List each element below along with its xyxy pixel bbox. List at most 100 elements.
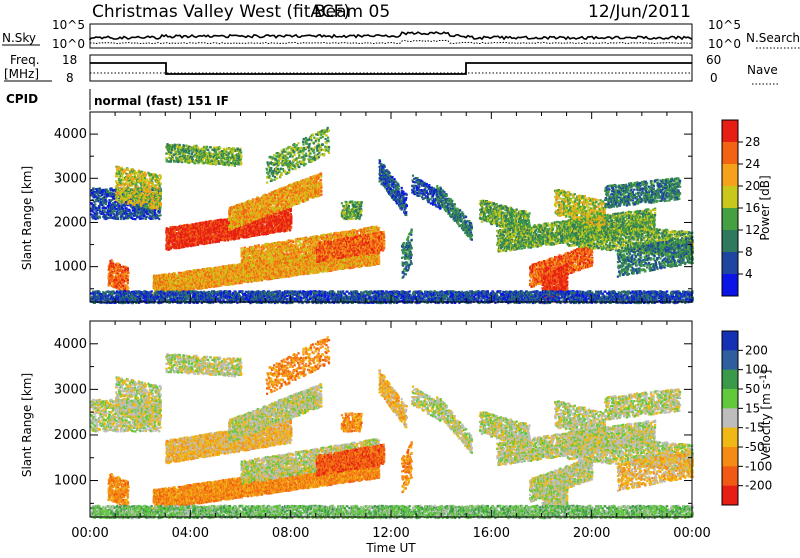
range-cell bbox=[116, 212, 118, 214]
range-cell bbox=[123, 201, 125, 203]
range-cell bbox=[159, 214, 161, 216]
range-cell bbox=[149, 185, 151, 187]
range-cell bbox=[146, 216, 148, 218]
range-cell bbox=[143, 206, 145, 208]
range-cell bbox=[242, 217, 244, 219]
range-cell bbox=[289, 229, 291, 231]
range-cell bbox=[95, 218, 97, 220]
range-cell bbox=[106, 217, 108, 219]
range-cell bbox=[98, 195, 100, 197]
range-cell bbox=[159, 211, 161, 213]
range-cell bbox=[142, 217, 144, 219]
range-cell bbox=[148, 211, 150, 213]
range-cell bbox=[146, 201, 148, 203]
range-cell bbox=[112, 263, 114, 265]
range-cell bbox=[98, 207, 100, 209]
range-cell bbox=[118, 171, 120, 173]
range-cell bbox=[157, 215, 159, 217]
station-title: Christmas Valley West (fitACF) bbox=[92, 2, 350, 22]
freq-panel bbox=[90, 55, 692, 81]
nave-label: Nave bbox=[747, 63, 778, 77]
range-cell bbox=[131, 213, 133, 215]
range-cell bbox=[116, 199, 118, 201]
range-cell bbox=[159, 198, 161, 200]
range-cell bbox=[118, 203, 120, 205]
range-cell bbox=[129, 173, 131, 175]
range-cell bbox=[117, 218, 119, 220]
range-cell bbox=[136, 214, 138, 216]
range-cell bbox=[290, 218, 292, 220]
range-cell bbox=[168, 243, 170, 245]
range-cell bbox=[158, 218, 160, 220]
nave-tick-bottom: 0 bbox=[710, 71, 718, 85]
range-cell bbox=[276, 214, 278, 216]
range-cell bbox=[127, 279, 129, 281]
range-cell bbox=[152, 218, 154, 220]
range-cell bbox=[116, 214, 118, 216]
range-cell bbox=[136, 177, 138, 179]
range-cell bbox=[93, 196, 95, 198]
range-cell bbox=[126, 182, 128, 184]
range-cell bbox=[138, 204, 140, 206]
range-cell bbox=[127, 168, 129, 170]
nsky-label: N.Sky bbox=[2, 31, 36, 45]
range-cell bbox=[150, 203, 152, 205]
range-cell bbox=[159, 200, 161, 202]
range-cell bbox=[210, 220, 212, 222]
nsearch-label: N.Search bbox=[746, 31, 800, 45]
range-cell bbox=[105, 203, 107, 205]
range-cell bbox=[127, 267, 129, 269]
range-cell bbox=[111, 260, 113, 262]
range-cell bbox=[157, 208, 159, 210]
nsearch-tick-bottom: 10^0 bbox=[708, 37, 741, 51]
range-cell bbox=[251, 212, 253, 214]
range-cell bbox=[160, 192, 162, 194]
range-cell bbox=[128, 189, 130, 191]
cpid-value: normal (fast) 151 IF bbox=[94, 94, 229, 108]
range-cell bbox=[116, 175, 118, 177]
range-cell bbox=[147, 180, 149, 182]
range-cell bbox=[93, 187, 95, 189]
range-cell bbox=[145, 174, 147, 176]
range-cell bbox=[137, 186, 139, 188]
range-cell bbox=[127, 275, 129, 277]
range-cell bbox=[145, 204, 147, 206]
nsky-tick-top: 10^5 bbox=[52, 18, 85, 32]
range-cell bbox=[94, 203, 96, 205]
range-cell bbox=[220, 219, 222, 221]
range-cell bbox=[128, 216, 130, 218]
range-cell bbox=[106, 200, 108, 202]
range-cell bbox=[259, 234, 261, 236]
range-cell bbox=[134, 188, 136, 190]
range-cell bbox=[105, 207, 107, 209]
freq-trace bbox=[90, 63, 692, 74]
range-cell bbox=[146, 206, 148, 208]
range-cell bbox=[99, 217, 101, 219]
range-cell bbox=[156, 191, 158, 193]
nsky-tick-bottom: 10^0 bbox=[52, 37, 85, 51]
nave-tick-top: 60 bbox=[706, 53, 721, 67]
range-cell bbox=[159, 207, 161, 209]
range-cell bbox=[127, 282, 129, 284]
range-cell bbox=[158, 180, 160, 182]
freq-unit: [MHz] bbox=[4, 67, 39, 81]
range-cell bbox=[149, 196, 151, 198]
nsearch-trace bbox=[90, 40, 692, 43]
range-cell bbox=[150, 177, 152, 179]
range-cell bbox=[120, 191, 122, 193]
range-cell bbox=[159, 183, 161, 185]
range-cell bbox=[126, 198, 128, 200]
range-cell bbox=[159, 209, 161, 211]
range-cell bbox=[152, 184, 154, 186]
range-cell bbox=[126, 207, 128, 209]
range-cell bbox=[135, 172, 137, 174]
range-cell bbox=[151, 215, 153, 217]
range-cell bbox=[117, 195, 119, 197]
range-cell bbox=[104, 211, 106, 213]
freq-label: Freq. bbox=[10, 53, 40, 67]
range-cell bbox=[159, 190, 161, 192]
range-cell bbox=[134, 204, 136, 206]
range-cell bbox=[121, 177, 123, 179]
range-cell bbox=[120, 193, 122, 195]
range-cell bbox=[229, 213, 231, 215]
